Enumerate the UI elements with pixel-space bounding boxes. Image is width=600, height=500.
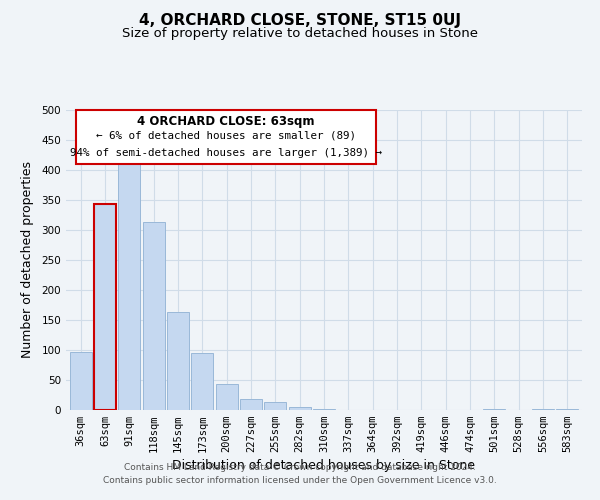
Text: 94% of semi-detached houses are larger (1,389) →: 94% of semi-detached houses are larger (… [70,148,382,158]
Text: Contains HM Land Registry data © Crown copyright and database right 2024.: Contains HM Land Registry data © Crown c… [124,464,476,472]
Bar [191,353,213,410]
Bar [484,409,505,410]
Bar [215,384,238,410]
Bar [532,409,554,410]
Bar [167,312,189,410]
FancyBboxPatch shape [76,110,376,164]
Bar [94,204,116,410]
X-axis label: Distribution of detached houses by size in Stone: Distribution of detached houses by size … [173,460,476,472]
Bar [556,409,578,410]
Text: 4 ORCHARD CLOSE: 63sqm: 4 ORCHARD CLOSE: 63sqm [137,114,315,128]
Text: ← 6% of detached houses are smaller (89): ← 6% of detached houses are smaller (89) [96,130,356,140]
Bar [265,402,286,410]
Text: Contains public sector information licensed under the Open Government Licence v3: Contains public sector information licen… [103,476,497,485]
Text: Size of property relative to detached houses in Stone: Size of property relative to detached ho… [122,28,478,40]
Bar [289,407,311,410]
Text: 4, ORCHARD CLOSE, STONE, ST15 0UJ: 4, ORCHARD CLOSE, STONE, ST15 0UJ [139,12,461,28]
Bar [118,164,140,410]
Bar [70,352,92,410]
Bar [240,398,262,410]
Bar [313,409,335,410]
Bar [143,222,164,410]
Y-axis label: Number of detached properties: Number of detached properties [22,162,34,358]
